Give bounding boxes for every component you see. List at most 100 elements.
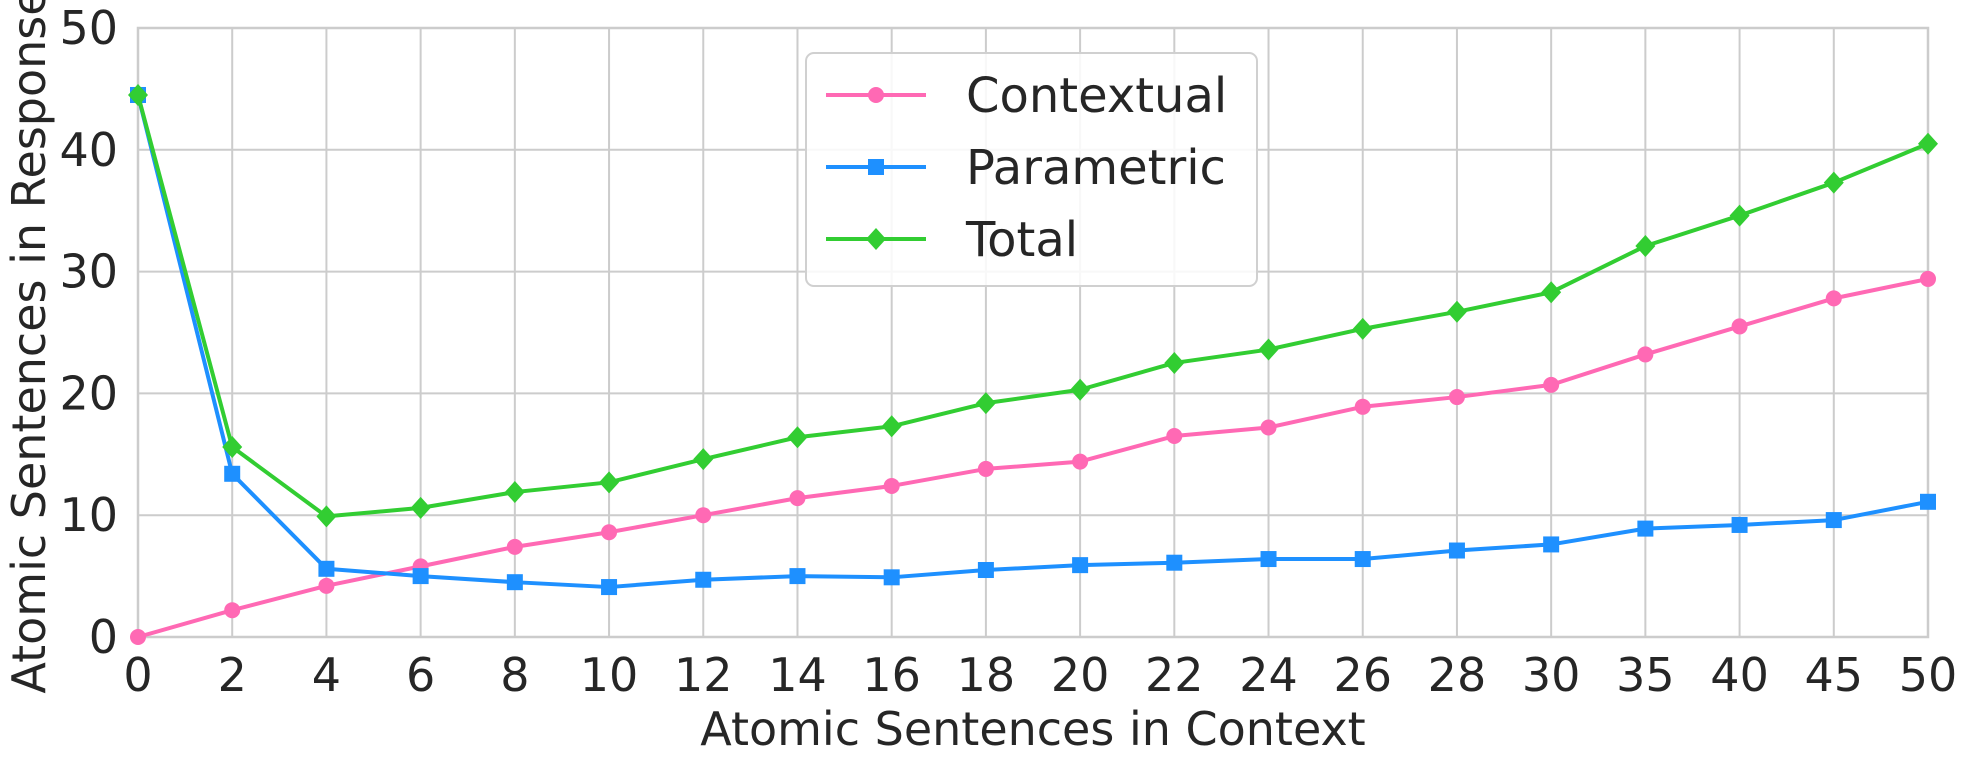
data-point-total bbox=[1070, 378, 1091, 401]
data-point-total bbox=[128, 83, 148, 106]
series-line-contextual bbox=[137, 276, 1929, 639]
x-tick-label: 12 bbox=[674, 648, 733, 702]
y-axis-title: Atomic Sentences in Response bbox=[2, 0, 56, 694]
x-tick-label: 20 bbox=[1051, 648, 1110, 702]
legend-marker-contextual bbox=[868, 87, 884, 103]
data-point-total bbox=[1164, 351, 1185, 374]
data-point-parametric bbox=[224, 465, 241, 482]
data-point-parametric bbox=[1825, 512, 1842, 529]
data-point-parametric bbox=[1543, 536, 1560, 553]
y-tick-label: 30 bbox=[59, 245, 118, 299]
series-parametric bbox=[130, 86, 1936, 596]
legend-item-parametric: Parametric bbox=[826, 140, 1226, 196]
data-point-parametric bbox=[601, 579, 618, 596]
y-tick-labels: 0 10 20 30 40 50 bbox=[59, 1, 118, 664]
x-tick-label: 40 bbox=[1710, 648, 1769, 702]
series-contextual bbox=[130, 270, 1936, 645]
data-point-total bbox=[1258, 338, 1279, 361]
data-point-total bbox=[222, 435, 243, 458]
y-tick-label: 0 bbox=[89, 610, 118, 664]
x-tick-label: 8 bbox=[500, 648, 529, 702]
data-point-parametric bbox=[318, 560, 335, 577]
data-point-contextual bbox=[789, 490, 806, 507]
series-line-parametric bbox=[136, 94, 1929, 590]
data-point-contextual bbox=[224, 602, 241, 619]
legend-label-parametric: Parametric bbox=[966, 140, 1226, 196]
x-tick-labels: 0 2 4 6 8 10 12 14 16 18 20 22 24 26 28 30 35 40 45 50 bbox=[123, 648, 1957, 702]
data-point-contextual bbox=[506, 538, 523, 555]
series-layer bbox=[128, 83, 1938, 645]
data-point-contextual bbox=[1731, 318, 1748, 335]
x-tick-label: 10 bbox=[580, 648, 639, 702]
x-tick-label: 26 bbox=[1333, 648, 1392, 702]
data-point-parametric bbox=[1166, 554, 1183, 571]
data-point-total bbox=[1541, 281, 1562, 304]
data-point-parametric bbox=[1920, 493, 1936, 510]
data-point-contextual bbox=[695, 507, 712, 524]
y-tick-label: 50 bbox=[59, 1, 118, 55]
data-point-total bbox=[693, 448, 714, 471]
data-point-total bbox=[504, 481, 525, 504]
data-point-total bbox=[881, 415, 902, 438]
data-point-total bbox=[1823, 171, 1844, 194]
data-point-parametric bbox=[695, 571, 712, 588]
data-point-contextual bbox=[130, 629, 146, 645]
legend-item-total: Total bbox=[826, 212, 1078, 268]
legend-label-contextual: Contextual bbox=[966, 68, 1227, 124]
data-point-parametric bbox=[506, 574, 523, 591]
data-point-total bbox=[787, 426, 808, 449]
data-point-parametric bbox=[1260, 551, 1277, 568]
series-total bbox=[128, 83, 1938, 528]
y-tick-label: 40 bbox=[59, 123, 118, 177]
legend-item-contextual: Contextual bbox=[826, 68, 1227, 124]
data-point-contextual bbox=[1354, 398, 1371, 415]
data-point-total bbox=[1446, 300, 1467, 323]
y-tick-label: 20 bbox=[59, 366, 118, 420]
data-point-contextual bbox=[1543, 376, 1560, 393]
data-point-contextual bbox=[1166, 428, 1183, 445]
x-tick-label: 18 bbox=[957, 648, 1016, 702]
legend: Contextual Parametric Total bbox=[805, 52, 1258, 287]
data-point-contextual bbox=[977, 460, 994, 477]
y-tick-label: 10 bbox=[59, 488, 118, 542]
series-line-total bbox=[136, 94, 1929, 519]
x-tick-label: 30 bbox=[1522, 648, 1581, 702]
plot-frame bbox=[136, 26, 1930, 639]
x-tick-label: 28 bbox=[1428, 648, 1487, 702]
data-point-total bbox=[1918, 132, 1938, 155]
x-tick-label: 0 bbox=[123, 648, 152, 702]
x-axis-title: Atomic Sentences in Context bbox=[700, 702, 1365, 756]
x-tick-label: 2 bbox=[218, 648, 247, 702]
data-point-total bbox=[316, 505, 337, 528]
data-point-parametric bbox=[977, 562, 994, 579]
data-point-contextual bbox=[1072, 453, 1089, 470]
x-tick-label: 16 bbox=[862, 648, 921, 702]
data-point-parametric bbox=[412, 568, 429, 585]
x-tick-label: 35 bbox=[1616, 648, 1675, 702]
data-point-contextual bbox=[1637, 346, 1654, 363]
data-point-total bbox=[1635, 235, 1656, 258]
data-point-contextual bbox=[1825, 290, 1842, 307]
data-point-parametric bbox=[1731, 516, 1748, 533]
data-point-contextual bbox=[883, 477, 900, 494]
data-point-contextual bbox=[601, 524, 618, 541]
data-point-parametric bbox=[1072, 557, 1089, 574]
x-tick-label: 4 bbox=[312, 648, 341, 702]
x-tick-label: 24 bbox=[1239, 648, 1298, 702]
data-point-contextual bbox=[1920, 270, 1936, 287]
data-point-total bbox=[975, 392, 996, 415]
data-point-parametric bbox=[789, 568, 806, 585]
data-point-total bbox=[1729, 204, 1750, 227]
data-point-parametric bbox=[1354, 551, 1371, 568]
data-point-contextual bbox=[318, 577, 335, 594]
x-tick-label: 45 bbox=[1805, 648, 1864, 702]
x-tick-label: 14 bbox=[768, 648, 827, 702]
data-point-parametric bbox=[1448, 542, 1465, 559]
data-point-total bbox=[599, 471, 620, 494]
data-point-total bbox=[410, 496, 431, 519]
data-point-contextual bbox=[1260, 419, 1277, 436]
legend-box bbox=[805, 52, 1258, 287]
legend-label-total: Total bbox=[965, 212, 1078, 268]
data-point-contextual bbox=[1448, 389, 1465, 406]
